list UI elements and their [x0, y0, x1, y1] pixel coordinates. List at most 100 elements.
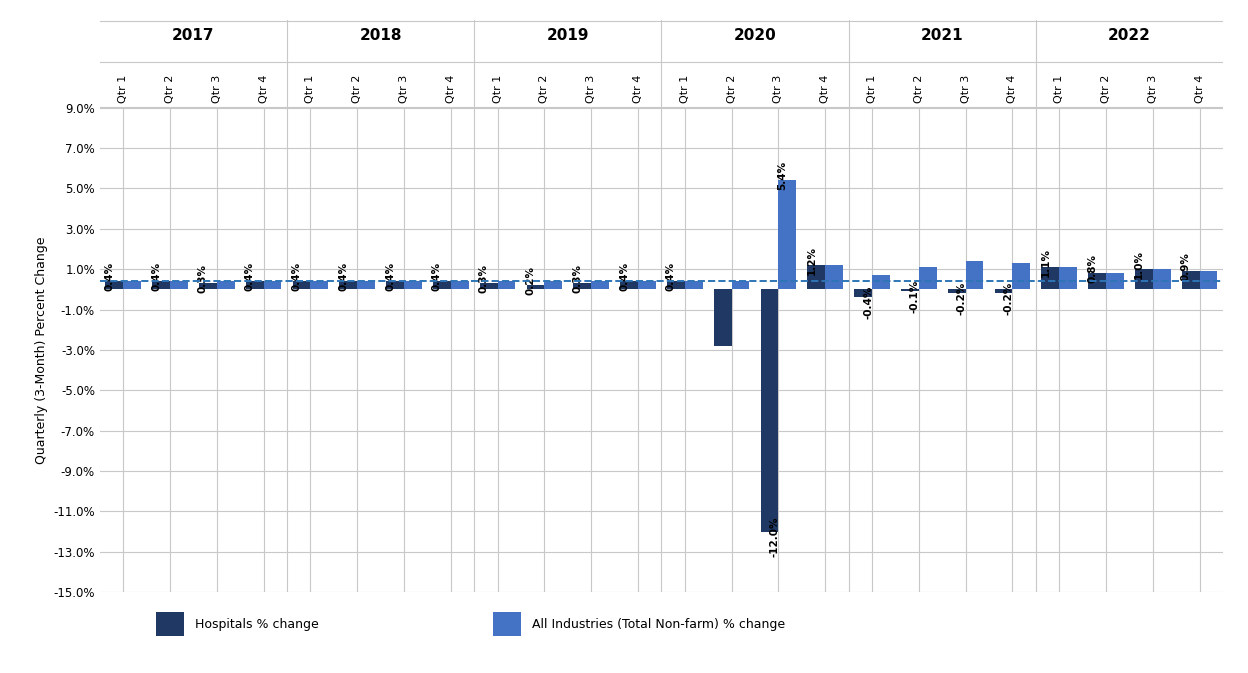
Text: 1.0%: 1.0%: [1134, 250, 1144, 279]
Text: 0.4%: 0.4%: [432, 262, 442, 291]
Bar: [947, 289, 966, 293]
Bar: [246, 281, 263, 289]
Text: 0.4%: 0.4%: [245, 262, 255, 291]
Text: Qtr 3: Qtr 3: [774, 74, 784, 102]
Text: Qtr 2: Qtr 2: [914, 74, 924, 102]
Text: 0.3%: 0.3%: [479, 264, 489, 293]
Text: Qtr 1: Qtr 1: [306, 74, 316, 102]
Bar: [1106, 273, 1123, 289]
Text: 2018: 2018: [359, 28, 402, 44]
Bar: [638, 281, 656, 289]
Bar: [592, 281, 609, 289]
Text: Qtr 2: Qtr 2: [539, 74, 549, 102]
Text: All Industries (Total Non-farm) % change: All Industries (Total Non-farm) % change: [533, 618, 785, 631]
Text: Hospitals % change: Hospitals % change: [195, 618, 319, 631]
Text: -0.4%: -0.4%: [864, 286, 874, 319]
Bar: [872, 275, 890, 289]
Bar: [714, 289, 731, 346]
Text: 0.9%: 0.9%: [1181, 252, 1191, 281]
Text: 0.4%: 0.4%: [386, 262, 396, 291]
Text: Qtr 4: Qtr 4: [633, 74, 643, 102]
Bar: [1182, 271, 1199, 289]
Bar: [685, 281, 703, 289]
Bar: [152, 281, 170, 289]
Text: 2022: 2022: [1108, 28, 1151, 44]
Text: -0.2%: -0.2%: [1003, 282, 1013, 315]
Text: 0.4%: 0.4%: [619, 262, 629, 291]
Text: 0.8%: 0.8%: [1087, 254, 1097, 283]
Text: 2021: 2021: [921, 28, 963, 44]
Text: 5.4%: 5.4%: [778, 161, 787, 190]
Text: Qtr 4: Qtr 4: [1194, 74, 1204, 102]
Bar: [200, 283, 217, 289]
Bar: [825, 265, 844, 289]
Bar: [124, 281, 141, 289]
Bar: [1012, 263, 1030, 289]
Bar: [311, 281, 328, 289]
Bar: [1041, 267, 1060, 289]
Text: -0.1%: -0.1%: [910, 280, 920, 313]
Bar: [217, 281, 235, 289]
Text: 0.4%: 0.4%: [292, 262, 302, 291]
Text: Qtr 2: Qtr 2: [165, 74, 175, 102]
Text: 2020: 2020: [734, 28, 776, 44]
Bar: [527, 285, 544, 289]
Text: Qtr 2: Qtr 2: [1101, 74, 1111, 102]
Text: Qtr 3: Qtr 3: [212, 74, 222, 102]
Bar: [574, 283, 592, 289]
Bar: [620, 281, 638, 289]
Text: Qtr 4: Qtr 4: [1007, 74, 1017, 102]
Bar: [854, 289, 872, 297]
Text: Qtr 3: Qtr 3: [961, 74, 971, 102]
Text: 1.2%: 1.2%: [806, 246, 816, 275]
Text: 0.2%: 0.2%: [525, 266, 535, 295]
Bar: [779, 180, 796, 289]
Bar: [1199, 271, 1217, 289]
Bar: [807, 265, 825, 289]
Text: Qtr 2: Qtr 2: [726, 74, 736, 102]
Bar: [995, 289, 1012, 293]
Text: -12.0%: -12.0%: [770, 516, 780, 557]
Bar: [170, 281, 187, 289]
Text: Qtr 4: Qtr 4: [258, 74, 268, 102]
Text: 0.4%: 0.4%: [666, 262, 676, 291]
Text: Qtr 4: Qtr 4: [446, 74, 456, 102]
Text: Qtr 1: Qtr 1: [1055, 74, 1065, 102]
Text: -0.2%: -0.2%: [957, 282, 967, 315]
Bar: [1153, 269, 1171, 289]
Text: 0.4%: 0.4%: [105, 262, 115, 291]
Text: Qtr 1: Qtr 1: [867, 74, 877, 102]
Text: Qtr 3: Qtr 3: [587, 74, 597, 102]
Bar: [544, 281, 562, 289]
Bar: [966, 261, 983, 289]
Text: 2019: 2019: [547, 28, 589, 44]
Bar: [479, 283, 498, 289]
Bar: [731, 281, 749, 289]
FancyBboxPatch shape: [156, 612, 185, 636]
Bar: [404, 281, 422, 289]
Bar: [386, 281, 404, 289]
Text: 0.3%: 0.3%: [573, 264, 583, 293]
Text: 0.3%: 0.3%: [198, 264, 208, 293]
Bar: [498, 281, 515, 289]
Bar: [263, 281, 281, 289]
Text: Qtr 1: Qtr 1: [119, 74, 129, 102]
Bar: [105, 281, 124, 289]
Text: Qtr 3: Qtr 3: [399, 74, 409, 102]
Y-axis label: Quarterly (3-Month) Percent Change: Quarterly (3-Month) Percent Change: [35, 236, 47, 464]
Text: Qtr 1: Qtr 1: [493, 74, 503, 102]
Bar: [1060, 267, 1077, 289]
Bar: [292, 281, 311, 289]
Bar: [451, 281, 468, 289]
Bar: [666, 281, 685, 289]
Text: 0.4%: 0.4%: [338, 262, 348, 291]
Text: 2017: 2017: [172, 28, 215, 44]
FancyBboxPatch shape: [493, 612, 522, 636]
Text: Qtr 2: Qtr 2: [352, 74, 362, 102]
Text: 0.4%: 0.4%: [151, 262, 161, 291]
Text: Qtr 4: Qtr 4: [820, 74, 830, 102]
Bar: [1134, 269, 1153, 289]
Bar: [901, 289, 919, 291]
Bar: [761, 289, 779, 532]
Bar: [339, 281, 357, 289]
